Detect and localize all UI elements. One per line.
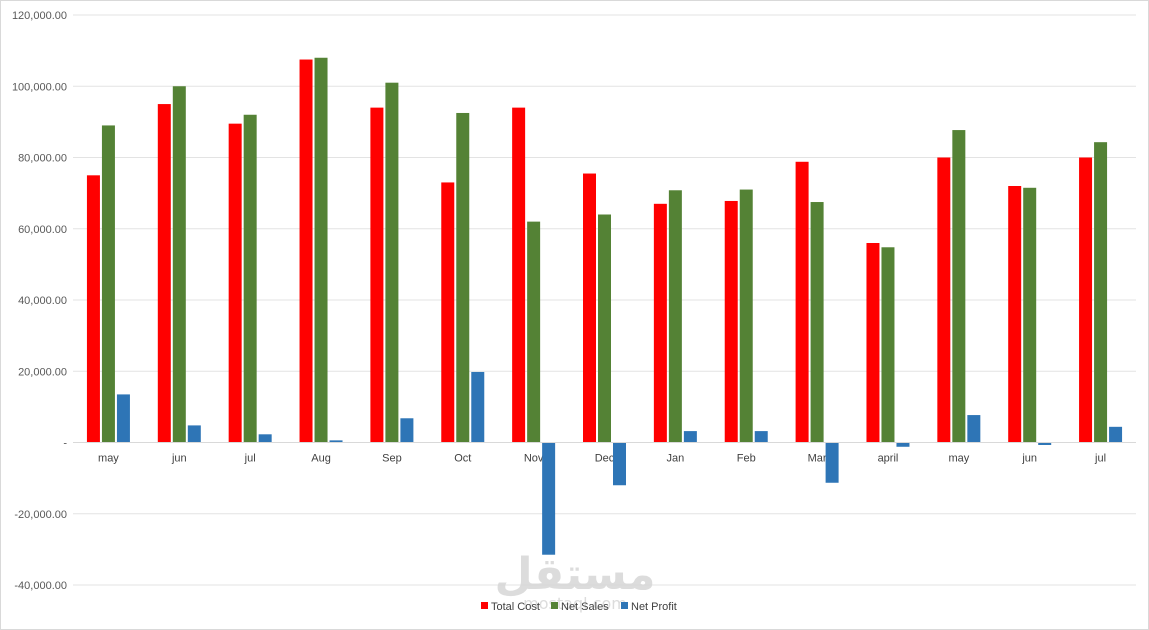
y-tick-label: 40,000.00 [18,295,67,307]
bar-net-sales [1023,187,1037,443]
x-category-label: may [98,453,119,465]
x-category-label: april [878,453,899,465]
bar-total-cost [157,104,171,443]
x-category-label: jul [244,453,256,465]
legend: Total Cost Net Sales Net Profit [481,601,677,613]
bar-net-profit [187,425,201,443]
y-tick-label: 60,000.00 [18,224,67,236]
bar-net-sales [810,202,824,443]
bar-net-sales [385,82,399,443]
y-tick-label: 120,000.00 [12,10,67,22]
x-category-label: may [948,453,969,465]
bar-net-sales [314,57,328,443]
bar-net-sales [668,190,682,443]
x-category-label: Aug [311,453,331,465]
x-category-label: Sep [382,453,402,465]
y-tick-label: -20,000.00 [14,509,67,521]
bar-net-profit [400,418,414,443]
bar-total-cost [583,173,596,443]
bar-net-sales [456,112,470,443]
y-axis-tick-labels: -40,000.00-20,000.00-20,000.0040,000.006… [12,10,67,592]
bar-total-cost [86,175,100,443]
bar-total-cost [1079,157,1093,443]
bar-net-profit [258,434,272,443]
y-tick-label: 100,000.00 [12,81,67,93]
bar-net-profit [613,442,626,486]
bar-net-profit [1109,426,1123,443]
bar-total-cost [866,243,880,443]
y-tick-label: - [63,438,67,450]
bar-net-sales [739,189,753,443]
legend-label: Total Cost [491,601,540,613]
bar-total-cost [795,161,809,443]
bar-net-sales [243,114,257,443]
bar-net-sales [952,130,966,443]
bar-net-profit [116,394,130,443]
y-tick-label: 80,000.00 [18,153,67,165]
watermark-latin: mostaql.com [523,594,627,613]
bar-total-cost [937,157,951,443]
x-category-label: jun [171,453,187,465]
bar-total-cost [441,182,455,443]
x-category-label: Jan [666,453,684,465]
y-tick-label: -40,000.00 [14,580,67,592]
bar-total-cost [228,123,242,443]
x-category-label: jul [1094,453,1106,465]
bar-total-cost [512,107,526,443]
x-category-label: Mar [808,453,827,465]
bar-net-profit [1038,442,1052,445]
legend-label: Net Sales [561,601,609,613]
x-category-label: Dec [595,453,615,465]
bar-net-profit [683,431,697,443]
x-category-label: jun [1021,453,1037,465]
bar-net-profit [471,371,485,443]
legend-swatch [551,602,558,609]
bar-total-cost [299,59,313,443]
bar-net-sales [172,86,186,443]
bar-net-profit [967,415,981,443]
x-axis-category-labels: may jun jul Aug Sep Oct Nov Dec Jan Feb Mar april ma… [98,453,1106,465]
watermark-logo: مستقل mostaql.com [495,549,656,613]
x-category-label: Feb [737,453,756,465]
x-category-label: Oct [454,453,471,465]
bar-total-cost [1008,186,1022,443]
bar-net-sales [527,221,541,443]
bar-total-cost [370,107,384,443]
legend-label: Net Profit [631,601,677,613]
bar-total-cost [653,203,667,443]
x-category-label: Nov [524,453,544,465]
bar-net-sales [881,247,895,443]
bar-net-sales [598,214,611,443]
watermark-arabic: مستقل [495,549,656,600]
bar-net-profit [542,442,556,555]
bar-total-cost [724,200,738,443]
bar-net-sales [1094,142,1108,443]
bars [86,57,1123,555]
bar-net-profit [754,431,768,443]
bar-net-profit [329,440,343,443]
y-tick-label: 20,000.00 [18,366,67,378]
bar-net-profit [896,442,910,447]
bar-net-profit [825,442,839,483]
bar-net-sales [101,125,115,443]
legend-swatch [481,602,488,609]
legend-swatch [621,602,628,609]
